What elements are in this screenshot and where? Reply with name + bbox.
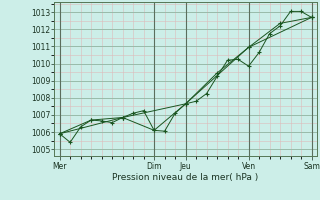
X-axis label: Pression niveau de la mer( hPa ): Pression niveau de la mer( hPa ) [112, 173, 259, 182]
